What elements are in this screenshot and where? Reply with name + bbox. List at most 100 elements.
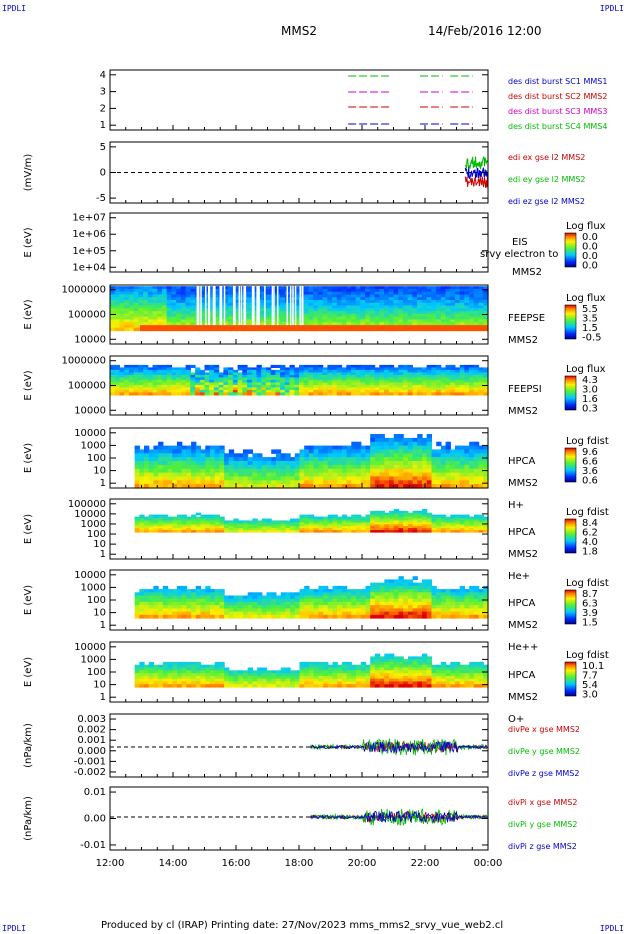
colorbar-title: Log fdist — [566, 436, 609, 447]
y-tick-label: 1 — [100, 478, 106, 489]
colorbar-tick-label: 5.5 — [582, 304, 598, 315]
legend-entry: des dist burst SC4 MMS4 — [508, 122, 607, 131]
panel-label: EIS — [512, 237, 528, 248]
panel-frame — [109, 212, 489, 273]
colorbar-tick-label: 1.5 — [582, 323, 598, 334]
colorbar-title: Log flux — [566, 293, 606, 304]
legend-entry: edi ex gse l2 MMS2 — [508, 153, 585, 162]
y-tick-label: 1000000 — [61, 356, 106, 367]
y-tick-label: 1000000 — [61, 285, 106, 296]
y-tick-label: 100 — [87, 453, 106, 464]
y-tick-label: 2 — [100, 103, 106, 114]
y-tick-label: 10000 — [74, 570, 106, 581]
colorbar-tick-label: 3.9 — [582, 608, 598, 619]
y-tick-label: -0.001 — [74, 756, 106, 767]
panel-label: HPCA — [508, 456, 536, 467]
colorbar-tick-label: 8.7 — [582, 589, 598, 600]
y-tick-label: 1 — [100, 620, 106, 631]
x-tick-label: 18:00 — [285, 858, 314, 869]
corner-label-top-right: IPDLI — [599, 4, 624, 13]
y-tick-label: 10 — [93, 608, 106, 619]
panel-hpca_h-data — [134, 434, 489, 489]
y-tick-label: 1 — [100, 549, 106, 560]
y-axis-label: (mV/m) — [23, 154, 34, 192]
y-tick-label: -0.002 — [74, 767, 106, 778]
panel-label: HPCA — [508, 527, 536, 538]
x-tick-label: 16:00 — [222, 858, 251, 869]
colorbar-title: Log fdist — [566, 507, 609, 518]
y-axis-label: E (eV) — [23, 514, 34, 544]
panel-feeps_i: 1000000 100000 10000 E (eV) FEEPSI MMS2 Log fl… — [23, 355, 606, 417]
panel-hpca_he2-data — [134, 576, 489, 619]
x-tick-label: 00:00 — [474, 858, 503, 869]
panel-label: H+ — [508, 500, 524, 511]
legend-entry: divPi z gse MMS2 — [508, 842, 577, 851]
legend-entry: divPe y gse MMS2 — [508, 747, 580, 756]
panel-label: srvy electron to — [480, 249, 558, 260]
panel-label: MMS2 — [508, 335, 538, 346]
date-time-label: 14/Feb/2016 12:00 — [428, 24, 542, 38]
series-line — [310, 740, 488, 754]
series-line — [464, 176, 488, 189]
series-line — [464, 167, 488, 179]
legend-entry: edi ez gse l2 MMS2 — [508, 197, 585, 206]
legend-entry: des dist burst SC3 MMS3 — [508, 107, 607, 116]
y-tick-label: 100000 — [68, 381, 106, 392]
legend-entry: divPi y gse MMS2 — [508, 820, 577, 829]
legend-entry: des dist burst SC2 MMS2 — [508, 92, 607, 101]
y-tick-label: 10000 — [74, 334, 106, 345]
colorbar-tick-label: 0.6 — [582, 476, 598, 487]
y-axis-label: E (eV) — [23, 227, 34, 257]
x-tick-label: 12:00 — [96, 858, 125, 869]
y-tick-label: 0.001 — [77, 735, 106, 746]
y-tick-label: 5 — [100, 142, 106, 153]
colorbar-tick-label: 0.0 — [582, 232, 598, 243]
panel-label: He+ — [508, 571, 530, 582]
y-tick-label: 1e+04 — [72, 262, 106, 273]
colorbar-tick-label: 0.3 — [582, 404, 598, 415]
panel-label: MMS2 — [508, 692, 538, 703]
colorbar-tick-label: 6.6 — [582, 457, 598, 468]
y-tick-label: 0 — [100, 168, 106, 179]
colorbar-tick-label: 4.3 — [582, 375, 598, 386]
panel-label: O+ — [508, 714, 524, 725]
y-axis-label: E (eV) — [23, 370, 34, 400]
y-tick-label: 0.000 — [77, 746, 106, 757]
panel-feeps_e: 1000000 100000 10000 E (eV) FEEPSE MMS2 Log fl… — [23, 284, 606, 346]
colorbar-tick-label: 1.5 — [582, 618, 598, 629]
panel-label: MMS2 — [512, 267, 542, 278]
y-tick-label: 0.01 — [84, 787, 106, 798]
y-tick-label: 100 — [87, 667, 106, 678]
y-tick-label: 10000 — [74, 642, 106, 653]
legend-entry: divPi x gse MMS2 — [508, 798, 577, 807]
panel-label: HPCA — [508, 670, 536, 681]
colorbar-title: Log fdist — [566, 650, 609, 661]
legend-entry: divPe z gse MMS2 — [508, 769, 579, 778]
y-tick-label: 100000 — [68, 499, 106, 510]
panel-divpi-data — [110, 808, 488, 827]
colorbar — [564, 589, 577, 625]
y-tick-label: 0.002 — [77, 725, 106, 736]
y-tick-label: 1e+07 — [72, 213, 106, 224]
y-tick-label: 1 — [100, 692, 106, 703]
panel-label: MMS2 — [508, 620, 538, 631]
colorbar-tick-label: 0.0 — [582, 251, 598, 262]
y-tick-label: 10 — [93, 539, 106, 550]
y-tick-label: -0.01 — [80, 840, 106, 851]
colorbar-title: Log flux — [566, 364, 606, 375]
y-tick-label: 1 — [100, 120, 106, 131]
panel-burst-data — [348, 75, 473, 125]
colorbar-tick-label: 1.6 — [582, 394, 598, 405]
panel-hpca_o-data — [134, 653, 489, 688]
y-axis-label: E (eV) — [23, 657, 34, 687]
page-title: MMS2 — [281, 24, 317, 38]
colorbar-tick-label: 1.8 — [582, 547, 598, 558]
colorbar-tick-label: -0.5 — [582, 333, 602, 344]
colorbar — [564, 447, 577, 483]
